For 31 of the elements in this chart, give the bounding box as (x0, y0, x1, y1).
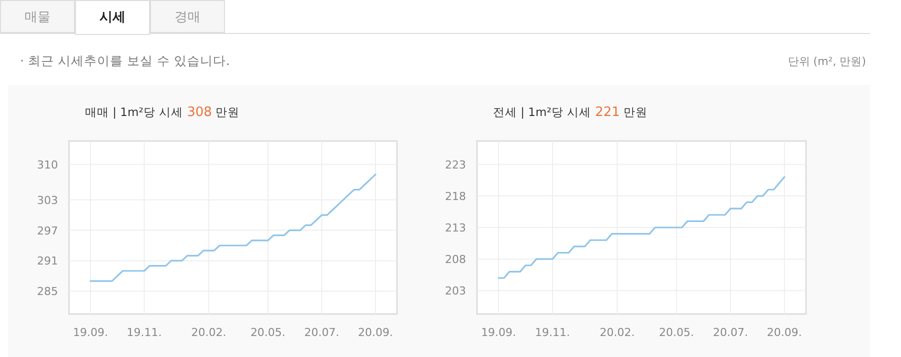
y-tick-label: 218 (445, 190, 466, 203)
x-tick-label: 20.05. (250, 326, 286, 339)
x-tick-label: 20.09. (358, 326, 393, 339)
text: 경매 (174, 10, 200, 25)
x-tick-label: 20.02. (600, 326, 635, 339)
y-tick-label: 285 (37, 285, 58, 298)
y-tick-label: 208 (445, 253, 466, 266)
x-tick-label: 20.09. (766, 326, 802, 339)
y-tick-label: 291 (37, 254, 58, 268)
line-series (498, 176, 786, 279)
text: 매물 (24, 10, 50, 25)
chart-title: 매매 | 1m²당 시세 308 만원 (85, 105, 240, 120)
x-tick-label: 20.05. (659, 326, 694, 339)
x-tick-label: 20.07. (304, 326, 340, 339)
y-tick-label: 303 (37, 194, 58, 207)
text: 시세 (100, 10, 126, 25)
y-tick-label: 203 (445, 284, 466, 298)
y-tick-label: 310 (37, 158, 58, 172)
x-tick-label: 19.11. (126, 326, 162, 339)
line-series (90, 174, 376, 282)
x-tick-label: 19.09. (73, 326, 108, 339)
text: · 최근 시세추이를 보실 수 있습니다. (20, 53, 230, 68)
x-tick-label: 20.02. (191, 326, 226, 339)
x-tick-label: 20.07. (712, 326, 748, 339)
chart-title: 전세 | 1m²당 시세 221 만원 (493, 105, 648, 120)
y-tick-label: 297 (37, 224, 58, 238)
y-tick-label: 213 (445, 222, 466, 234)
y-tick-label: 223 (445, 158, 466, 172)
x-tick-label: 19.11. (535, 326, 570, 339)
x-tick-label: 19.09. (481, 326, 516, 339)
text: 단위 (m², 만원) (788, 55, 866, 68)
